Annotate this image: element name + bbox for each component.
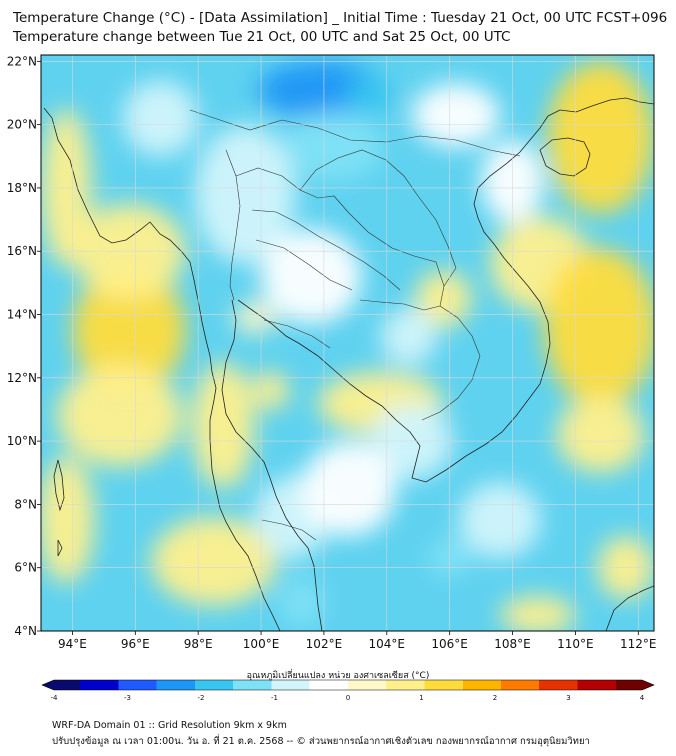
colorbar-title: อุณหภูมิเปลี่ยนแปลง หน่วย องศาเซลเซียส (…	[246, 671, 430, 681]
field-anomaly-16	[151, 517, 277, 606]
footer-model-info: WRF-DA Domain 01 :: Grid Resolution 9km …	[52, 720, 287, 731]
field-anomaly-2	[283, 111, 384, 182]
coastline-hainan	[539, 137, 591, 177]
border-thailand-cambodia	[359, 299, 441, 311]
lon-tick-label: 104°E	[369, 637, 406, 651]
map-title: Temperature Change (°C) - [Data Assimila…	[13, 10, 668, 26]
field-anomaly-3	[72, 267, 186, 394]
colorbar-tick-label: 1	[419, 694, 423, 702]
lat-tick-label: 4°N	[14, 624, 37, 638]
border-thai-provinces-b	[255, 239, 353, 291]
lat-tick-label: 16°N	[7, 244, 37, 258]
colorbar-tick-label: -1	[271, 694, 278, 702]
temperature-field-layer	[41, 61, 654, 631]
field-anomaly-14	[232, 301, 277, 334]
lat-tick-label: 22°N	[7, 54, 37, 68]
field-anomaly-5	[56, 365, 183, 467]
colorbar-tick-label: 3	[566, 694, 570, 702]
coastline-borneo	[605, 585, 654, 631]
island-nicobar	[57, 539, 63, 557]
coastline-gulf-west	[221, 299, 309, 549]
colorbar-tick-label: -4	[51, 694, 59, 702]
lon-tick-label: 110°E	[557, 637, 594, 651]
coastline-tonkin	[547, 97, 654, 117]
border-thai-provinces-c	[263, 319, 331, 349]
border-laos-vietnam	[299, 149, 457, 287]
axis-ticks: 94°E 96°E 98°E 100°E 102°E 104°E 106°E 108°E 110…	[7, 54, 657, 651]
colorbar-tick-label: 0	[346, 694, 350, 702]
lat-tick-label: 12°N	[7, 371, 37, 385]
lat-tick-label: 10°N	[7, 434, 37, 448]
field-anomaly-18	[499, 596, 576, 631]
lon-tick-label: 112°E	[620, 637, 657, 651]
colorbar-tick-label: -3	[124, 694, 131, 702]
colorbar-tick-label: 2	[493, 694, 497, 702]
lat-tick-label: 8°N	[14, 497, 37, 511]
border-china	[189, 109, 521, 157]
island-andaman	[53, 459, 65, 512]
colorbar: -4 -3 -2 -1 0 1 2 3 4	[41, 679, 655, 702]
field-anomaly-9	[543, 248, 654, 407]
map-frame	[40, 54, 655, 632]
lat-tick-label: 18°N	[7, 181, 37, 195]
lon-tick-label: 100°E	[243, 637, 280, 651]
lat-tick-label: 6°N	[14, 561, 37, 575]
admin-borders-layer	[189, 109, 521, 541]
field-anomaly-25	[195, 124, 296, 264]
lat-tick-label: 20°N	[7, 118, 37, 132]
field-anomaly-17	[41, 456, 95, 584]
border-cambodia-vietnam	[421, 305, 481, 421]
lon-tick-label: 98°E	[184, 637, 213, 651]
field-anomaly-30	[411, 83, 500, 147]
field-anomaly-15	[556, 396, 645, 473]
field-anomaly-1	[345, 77, 397, 116]
coastline-myanmar	[43, 107, 281, 631]
field-anomaly-7	[547, 61, 654, 214]
lon-tick-label: 108°E	[494, 637, 531, 651]
lon-tick-label: 94°E	[58, 637, 87, 651]
colorbar-ticks: -4 -3 -2 -1 0 1 2 3 4	[51, 694, 645, 702]
coastline-layer	[43, 97, 654, 631]
colorbar-bar	[41, 679, 655, 691]
graticule	[41, 55, 654, 631]
lon-tick-label: 106°E	[431, 637, 468, 651]
map-subtitle: Temperature change between Tue 21 Oct, 0…	[13, 29, 511, 45]
colorbar-tick-label: -2	[198, 694, 205, 702]
field-anomaly-26	[122, 80, 199, 157]
field-anomaly-10	[415, 270, 472, 328]
border-thailand-laos	[235, 167, 445, 307]
lat-tick-label: 14°N	[7, 308, 37, 322]
lon-tick-label: 96°E	[121, 637, 150, 651]
field-anomaly-31	[301, 441, 397, 537]
field-anomaly-20	[279, 577, 324, 628]
coastline-gulf-east	[237, 115, 551, 483]
field-anomaly-28	[380, 308, 438, 366]
border-thai-provinces-a	[251, 209, 401, 291]
border-malay-thai	[261, 519, 317, 541]
footer-credit: ปรับปรุงข้อมูล ณ เวลา 01:00น. วัน อ. ที่…	[52, 736, 590, 747]
field-anomaly-13	[251, 371, 290, 410]
field-anomaly-12	[191, 361, 255, 489]
field-anomaly-27	[261, 229, 362, 325]
colorbar-tick-label: 4	[640, 694, 645, 702]
coastline-malay-east	[307, 547, 323, 631]
field-anomaly-24	[459, 482, 541, 559]
lon-tick-label: 102°E	[306, 637, 343, 651]
